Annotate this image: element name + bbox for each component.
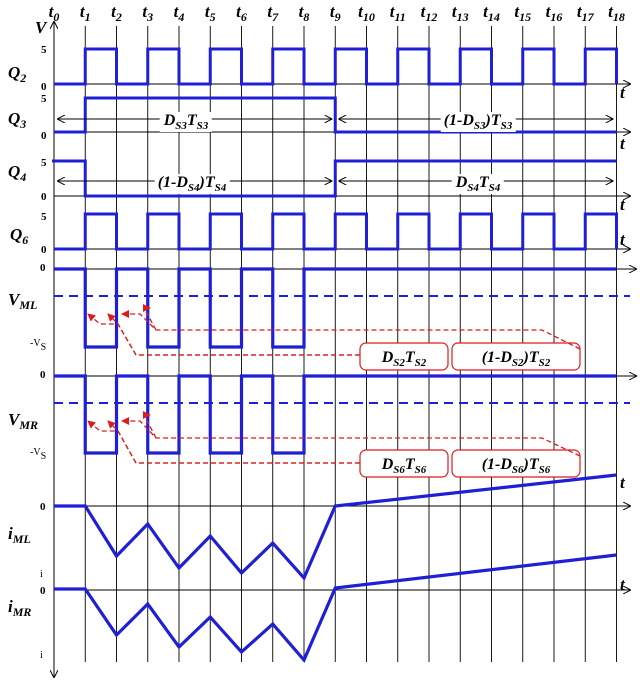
- vmr-duty-text: DS6TS6: [381, 456, 427, 476]
- iml-tick-low: i: [40, 569, 43, 580]
- q4-tick-0-upper: 0: [41, 130, 47, 142]
- vmr-leader-b: [107, 420, 360, 464]
- q2-tick-5: 5: [41, 44, 47, 56]
- vmr-inverse-duty-box: [451, 449, 581, 478]
- time-label-0: t0: [49, 2, 60, 24]
- q6-tick-5: 5: [41, 211, 47, 223]
- red-annotations: DS2TS2 (1-DS2)TS2 DS6TS6 (1-DS6)TS6: [87, 304, 581, 478]
- time-label-16: t16: [546, 2, 563, 24]
- iml-tick-0: 0: [40, 501, 46, 513]
- time-label-6: t6: [236, 2, 247, 24]
- duty-cycle-dimensions: DS3TS3 (1-DS3)TS3 (1-DS4)TS4 DS4TS4: [58, 112, 613, 194]
- q6-tick-0: 0: [41, 244, 47, 256]
- time-label-17: t17: [577, 2, 595, 24]
- time-label-9: t9: [330, 2, 341, 24]
- imr-axis-t: t: [620, 575, 626, 594]
- vmr-waveform: [54, 374, 617, 455]
- q2-axis-t: t: [620, 83, 626, 102]
- labels: t0 t1 t2 t3 t4 t5 t6 t7 t8 t9 t10 t11 t12 t13 t14 t15 t1…: [8, 2, 626, 661]
- vml-waveform: [54, 267, 617, 349]
- vmr-tick-0: 0: [40, 369, 46, 381]
- iml-label: iML: [8, 524, 31, 546]
- vmr-leader-a: [87, 420, 360, 464]
- vmr-tick-neg: -VS: [30, 447, 46, 462]
- q4-waveform: [52, 159, 617, 198]
- time-label-14: t14: [483, 2, 500, 24]
- q4-dim-off-label-bg: [154, 174, 230, 194]
- time-label-8: t8: [299, 2, 310, 24]
- q6-axis-t: t: [620, 230, 626, 249]
- time-label-7: t7: [267, 2, 279, 24]
- q3-dim-on-label: DS3TS3: [163, 112, 209, 132]
- imr-label: iMR: [8, 597, 31, 619]
- vmr-leader-d: [142, 411, 157, 439]
- vml-duty-box: [359, 342, 449, 371]
- q6-waveform: [54, 212, 618, 251]
- q3-dim-on-label-bg: [159, 112, 212, 132]
- q4-tick-5: 5: [41, 157, 47, 169]
- vml-leader-b: [107, 313, 360, 356]
- time-label-4: t4: [174, 2, 185, 24]
- waveforms: [52, 47, 630, 663]
- vmr-label: VMR: [8, 410, 38, 432]
- time-label-15: t15: [514, 2, 531, 24]
- time-label-18: t18: [608, 2, 625, 24]
- vml-duty-text: DS2TS2: [381, 349, 427, 369]
- imr-tick-low: i: [40, 650, 43, 661]
- q3-waveform: [54, 96, 617, 134]
- vmr-inverse-duty-text: (1-DS6)TS6: [482, 456, 551, 476]
- q3-dim-off-label-bg: [440, 112, 516, 132]
- vml-tick-neg: -VS: [30, 338, 46, 353]
- imr-waveform: [54, 553, 617, 663]
- q4-dim-on-label: DS4TS4: [455, 174, 501, 194]
- time-label-5: t5: [205, 2, 216, 24]
- vml-leader-a: [87, 313, 360, 356]
- vml-label: VML: [8, 290, 37, 312]
- time-label-2: t2: [111, 2, 122, 24]
- q4-axis-t: t: [620, 195, 626, 214]
- vml-inverse-duty-text: (1-DS2)TS2: [482, 349, 551, 369]
- q4-label: Q4: [8, 162, 26, 184]
- iml-waveform: [54, 473, 617, 581]
- q3-tick-5: 5: [41, 93, 47, 105]
- q6-label: Q6: [10, 225, 28, 247]
- q2-waveform: [54, 47, 618, 86]
- time-label-1: t1: [80, 2, 91, 24]
- q3-tick-0: 0: [41, 81, 47, 93]
- q3-dim-off-label: (1-DS3)TS3: [444, 112, 513, 132]
- time-label-13: t13: [452, 2, 469, 24]
- y-axis-symbol: V: [35, 18, 48, 37]
- q3-axis-t: t: [620, 134, 626, 153]
- time-label-11: t11: [390, 2, 406, 24]
- q2-label: Q2: [8, 63, 26, 85]
- q3-label: Q3: [8, 109, 26, 131]
- q4-dim-off-label: (1-DS4)TS4: [158, 174, 227, 194]
- iml-axis-t: t: [620, 473, 626, 492]
- time-label-12: t12: [421, 2, 438, 24]
- time-label-3: t3: [142, 2, 153, 24]
- vml-leader-d: [142, 304, 157, 331]
- q4-tick-0: 0: [41, 191, 47, 203]
- imr-tick-0: 0: [40, 585, 46, 597]
- time-label-10: t10: [358, 2, 375, 24]
- q4-dim-on-label-bg: [451, 174, 504, 194]
- vml-tick-0: 0: [40, 262, 46, 274]
- vml-inverse-duty-box: [451, 342, 581, 371]
